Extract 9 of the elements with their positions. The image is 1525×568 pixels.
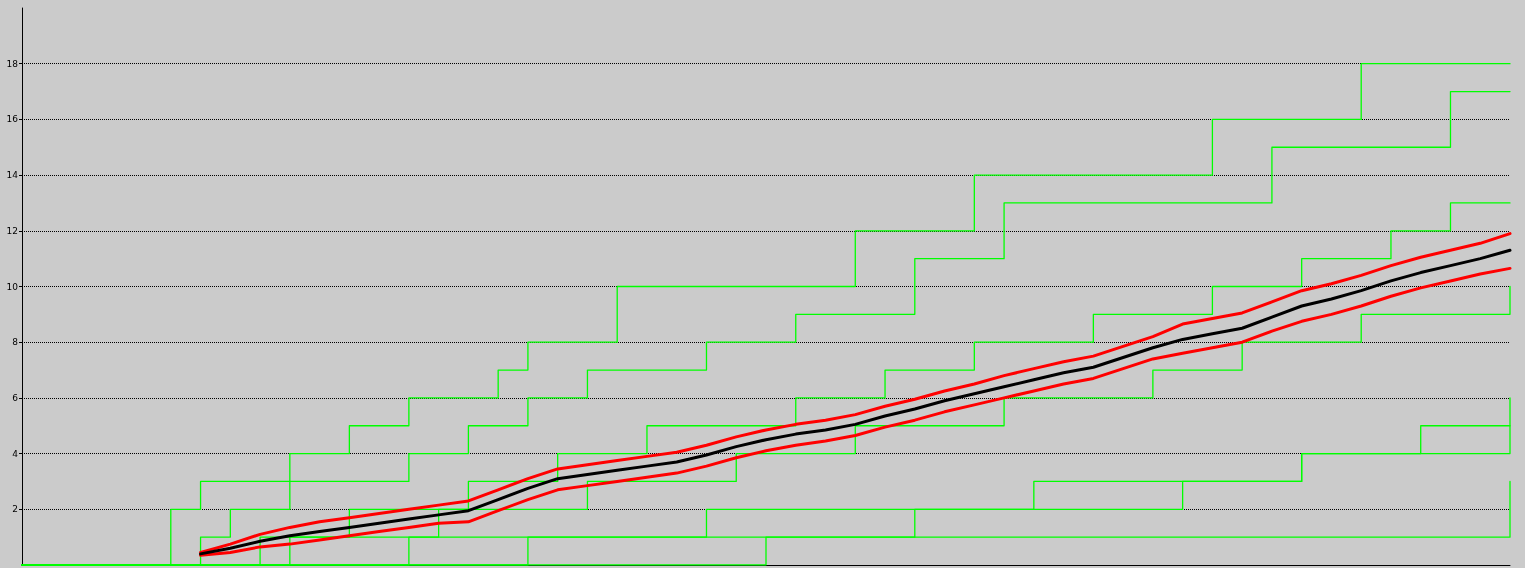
y-tick-label: 18 — [6, 58, 19, 69]
y-tick-label: 6 — [12, 392, 19, 403]
y-tick-label: 4 — [12, 448, 19, 459]
y-tick-label: 8 — [12, 337, 19, 348]
y-tick-label: 12 — [6, 225, 18, 236]
y-tick-label: 16 — [6, 114, 19, 125]
y-tick-label: 10 — [6, 281, 19, 292]
y-tick-label: 2 — [12, 504, 18, 515]
y-tick-label: 14 — [6, 170, 19, 181]
